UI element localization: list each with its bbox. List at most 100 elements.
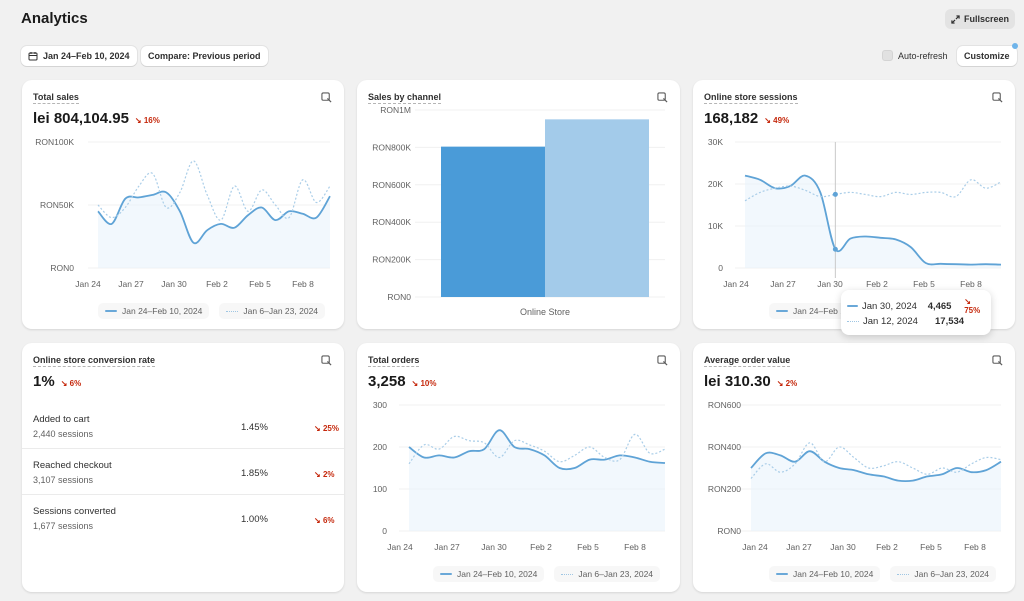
conversion-rate-card[interactable]: Online store conversion rate 1% ↘ 6% Add…: [22, 343, 344, 592]
x-tick-label: Feb 5: [249, 279, 271, 289]
notification-dot: [1012, 43, 1018, 49]
funnel-row-sessions-converted: Sessions converted 1,677 sessions 1.00% …: [22, 499, 344, 545]
legend-previous[interactable]: Jan 6–Jan 23, 2024: [554, 566, 661, 582]
legend-current[interactable]: Jan 24–Feb 10, 2024: [769, 566, 881, 582]
funnel-label: Reached checkout: [33, 460, 112, 471]
change-badge: ↘ 2%: [776, 379, 798, 388]
x-tick-label: Feb 8: [624, 542, 646, 552]
bar-previous: [545, 119, 649, 297]
customize-button[interactable]: Customize: [957, 46, 1017, 66]
card-title[interactable]: Total orders: [368, 355, 420, 367]
card-value: 3,258 ↘ 10%: [368, 373, 437, 390]
x-tick-label: Jan 30: [481, 542, 507, 552]
x-category-label: Online Store: [520, 307, 570, 317]
funnel-change: ↘ 25%: [314, 424, 339, 433]
series-line-current: [408, 429, 666, 471]
card-title[interactable]: Online store conversion rate: [33, 355, 156, 367]
explore-report-icon[interactable]: [657, 92, 668, 103]
chart-legend: Jan 24–Feb 1: [769, 303, 852, 319]
change-badge: ↘ 6%: [60, 379, 82, 388]
funnel-label: Sessions converted: [33, 506, 116, 517]
tooltip-change-value: 75%: [964, 306, 981, 315]
y-tick-label: 100: [373, 484, 387, 494]
x-tick-label: Feb 2: [866, 279, 888, 289]
x-tick-label: Jan 30: [161, 279, 187, 289]
legend-current[interactable]: Jan 24–Feb 1: [769, 303, 852, 319]
series-line-current: [744, 174, 1002, 266]
compare-button[interactable]: Compare: Previous period: [141, 46, 268, 66]
series-line-previous: [744, 179, 1002, 202]
explore-report-icon[interactable]: [321, 355, 332, 366]
explore-report-icon[interactable]: [992, 355, 1003, 366]
legend-previous-label: Jan 6–Jan 23, 2024: [914, 569, 990, 579]
funnel-sessions: 2,440 sessions: [33, 429, 94, 439]
explore-report-icon[interactable]: [321, 92, 332, 103]
compare-label: Compare: Previous period: [148, 51, 261, 61]
card-title[interactable]: Average order value: [704, 355, 791, 367]
card-title[interactable]: Online store sessions: [704, 92, 798, 104]
sales-by-channel-chart: RON1M RON800K RON600K RON400K RON200K RON0 Onl…: [372, 105, 665, 317]
y-tick-label: RON600: [708, 400, 741, 410]
metric-value: 1%: [33, 373, 55, 390]
total-sales-card[interactable]: Total sales lei 804,104.95 ↘ 16% RON100K…: [22, 80, 344, 329]
x-tick-label: Feb 2: [530, 542, 552, 552]
legend-previous[interactable]: Jan 6–Jan 23, 2024: [890, 566, 997, 582]
funnel-pct: 1.85%: [241, 468, 268, 479]
date-range-button[interactable]: Jan 24–Feb 10, 2024: [21, 46, 137, 66]
change-value: 10%: [420, 379, 437, 388]
auto-refresh-toggle[interactable]: Auto-refresh: [882, 50, 948, 61]
explore-report-icon[interactable]: [992, 92, 1003, 103]
y-tick-label: RON0: [717, 526, 741, 536]
fullscreen-label: Fullscreen: [963, 14, 1010, 24]
tooltip-change: ↘ 75%: [964, 297, 981, 315]
average-order-value-card[interactable]: Average order value lei 310.30 ↘ 2% RON6…: [693, 343, 1015, 592]
y-tick-label: 20K: [708, 179, 723, 189]
y-tick-label: 300: [373, 400, 387, 410]
x-tick-label: Feb 5: [577, 542, 599, 552]
auto-refresh-checkbox[interactable]: [882, 50, 893, 61]
x-tick-label: Feb 8: [964, 542, 986, 552]
card-value: lei 310.30 ↘ 2%: [704, 373, 797, 390]
legend-previous[interactable]: Jan 6–Jan 23, 2024: [219, 303, 326, 319]
funnel-label: Added to cart: [33, 414, 90, 425]
x-tick-label: Jan 27: [434, 542, 460, 552]
change-badge: ↘ 16%: [134, 116, 160, 125]
expand-icon: [951, 14, 960, 24]
y-tick-label: RON0: [50, 263, 74, 273]
sales-by-channel-card[interactable]: Sales by channel RON1M RON800K RON600K RON4…: [357, 80, 680, 329]
y-tick-label: 0: [382, 526, 387, 536]
y-tick-label: 10K: [708, 221, 723, 231]
card-value: lei 804,104.95 ↘ 16%: [33, 110, 160, 127]
x-tick-label: Feb 8: [960, 279, 982, 289]
tooltip-value: 17,534: [935, 316, 965, 327]
metric-value: lei 310.30: [704, 373, 771, 390]
card-value: 168,182 ↘ 49%: [704, 110, 789, 127]
hover-point-previous: [832, 191, 838, 197]
funnel-pct: 1.45%: [241, 422, 268, 433]
calendar-icon: [28, 52, 38, 61]
x-tick-label: Jan 27: [770, 279, 796, 289]
legend-current[interactable]: Jan 24–Feb 10, 2024: [433, 566, 545, 582]
legend-current-label: Jan 24–Feb 10, 2024: [122, 306, 203, 316]
tooltip-row-previous: Jan 12, 2024 17,534: [847, 316, 987, 327]
change-badge: ↘ 10%: [411, 379, 437, 388]
legend-previous-label: Jan 6–Jan 23, 2024: [578, 569, 654, 579]
explore-report-icon[interactable]: [657, 355, 668, 366]
card-title[interactable]: Sales by channel: [368, 92, 442, 104]
card-title[interactable]: Total sales: [33, 92, 79, 104]
funnel-pct: 1.00%: [241, 514, 268, 525]
funnel-change-value: 25%: [322, 424, 339, 433]
series-area: [751, 451, 1001, 531]
tooltip-date: Jan 30, 2024: [861, 300, 917, 312]
legend-current[interactable]: Jan 24–Feb 10, 2024: [98, 303, 210, 319]
total-orders-card[interactable]: Total orders 3,258 ↘ 10% 300 200 100 0 Jan 2…: [357, 343, 680, 592]
metric-value: 168,182: [704, 110, 759, 127]
y-tick-label: 30K: [708, 137, 723, 147]
x-tick-label: Jan 24: [742, 542, 768, 552]
funnel-change: ↘ 6%: [314, 516, 335, 525]
sessions-card[interactable]: Online store sessions 168,182 ↘ 49% 30K 2…: [693, 80, 1015, 329]
tooltip-value: 4,465: [927, 300, 952, 312]
fullscreen-button[interactable]: Fullscreen: [945, 9, 1015, 29]
